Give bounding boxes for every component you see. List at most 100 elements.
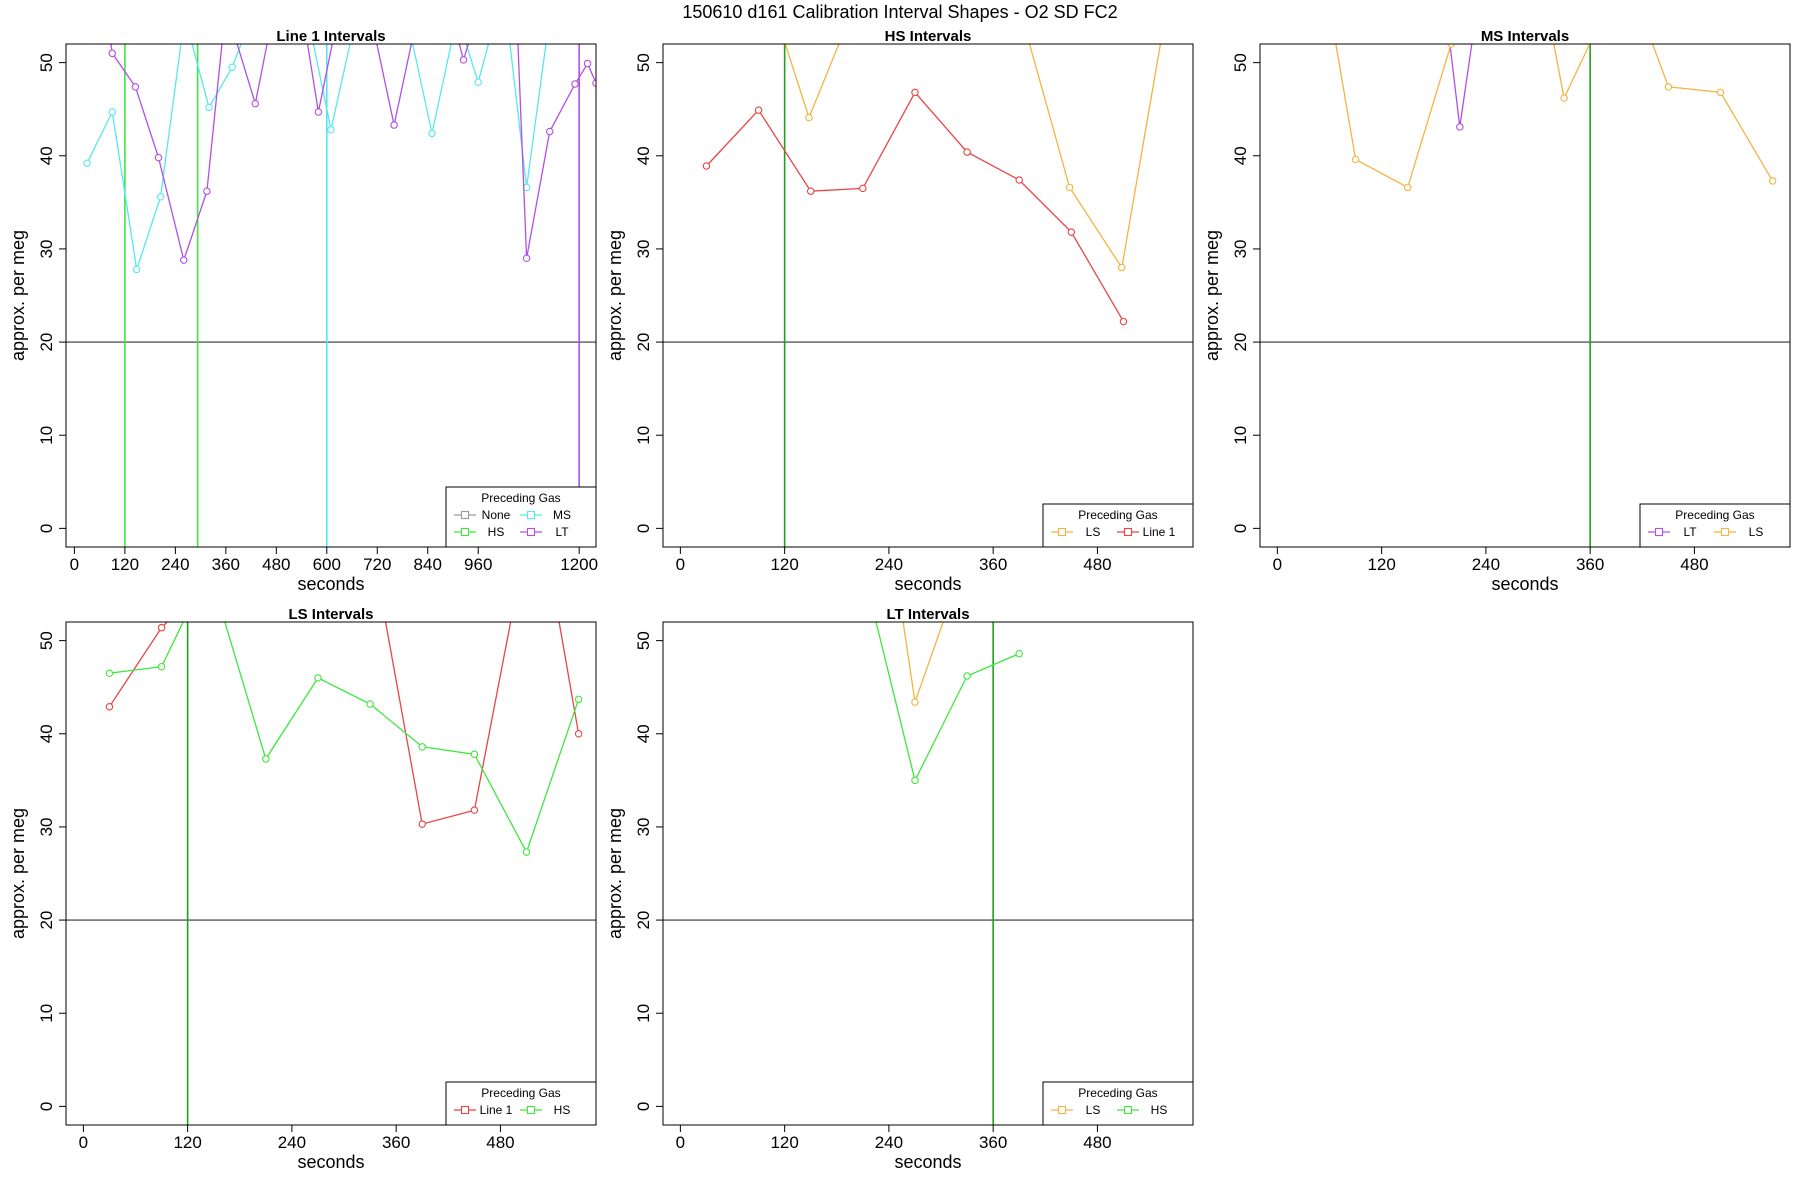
x-tick-label: 120 <box>173 1133 201 1152</box>
series-line <box>784 44 1162 270</box>
chart-panel: HS Intervals 0 120 240 360 480 seconds 0 10 20 30 4… <box>605 28 1194 594</box>
x-tick-label: 360 <box>212 555 240 574</box>
data-point <box>298 4 304 10</box>
plot-frame <box>662 621 1194 1126</box>
data-point <box>327 125 335 134</box>
data-point <box>859 184 867 193</box>
x-tick-label: 360 <box>1576 555 1604 574</box>
data-point <box>223 4 229 10</box>
data-point <box>418 743 426 751</box>
data-point <box>522 848 531 856</box>
legend-item: LT <box>555 525 569 539</box>
x-tick-label: 480 <box>486 1133 514 1152</box>
data-point <box>911 776 919 785</box>
x-axis-label: seconds <box>1491 574 1558 594</box>
series-line <box>1335 44 1774 189</box>
panel-title: LT Intervals <box>886 606 969 623</box>
data-point <box>574 695 583 704</box>
data-point <box>474 78 482 86</box>
data-point <box>366 4 372 10</box>
data-point <box>1444 22 1450 28</box>
data-point <box>203 187 211 195</box>
x-tick-label: 360 <box>979 555 1007 574</box>
data-point <box>1604 4 1610 10</box>
legend-item: None <box>482 508 511 522</box>
legend-item: LS <box>1086 1103 1101 1117</box>
series-line <box>109 622 580 854</box>
x-tick-label: 240 <box>875 555 903 574</box>
y-tick-label: 10 <box>37 426 56 445</box>
data-point <box>390 121 398 129</box>
y-tick-label: 50 <box>634 631 653 650</box>
series-line <box>705 91 1125 322</box>
x-tick-label: 0 <box>676 1133 685 1152</box>
x-tick-label: 720 <box>363 555 391 574</box>
data-point <box>353 13 359 19</box>
legend: Preceding Gas None HS MS LT <box>445 486 597 548</box>
legend-title: Preceding Gas <box>1078 1086 1157 1100</box>
legend-marker <box>1123 1105 1133 1115</box>
data-point <box>108 108 117 116</box>
panel-title: MS Intervals <box>1481 28 1569 45</box>
data-point <box>522 254 531 262</box>
x-tick-label: 120 <box>111 555 139 574</box>
plot-frame <box>65 621 597 1126</box>
x-tick-label: 360 <box>979 1133 1007 1152</box>
data-point <box>1447 44 1455 48</box>
y-tick-label: 50 <box>634 53 653 72</box>
y-tick-label: 30 <box>634 817 653 836</box>
data-point <box>1456 123 1464 131</box>
series-line <box>108 622 580 825</box>
legend-marker <box>460 510 470 520</box>
data-point <box>1560 94 1568 102</box>
data-point <box>211 582 217 588</box>
data-point <box>549 582 555 588</box>
data-point <box>545 127 554 136</box>
data-point <box>416 4 422 10</box>
legend-marker <box>526 510 536 520</box>
data-point <box>1118 263 1126 272</box>
data-point <box>181 13 187 19</box>
legend-item: LT <box>1683 525 1697 539</box>
y-tick-label: 0 <box>37 524 56 533</box>
data-point <box>754 106 763 114</box>
y-tick-label: 30 <box>634 239 653 258</box>
y-tick-label: 30 <box>37 817 56 836</box>
data-point <box>184 609 190 615</box>
legend: Preceding Gas LS HS <box>1042 1081 1194 1126</box>
data-point <box>341 563 347 569</box>
y-tick-label: 10 <box>37 1004 56 1023</box>
data-point <box>467 36 473 42</box>
data-point <box>180 256 188 264</box>
data-point <box>702 162 711 170</box>
x-axis-label: seconds <box>894 1152 961 1172</box>
legend-item: HS <box>488 525 505 539</box>
plot-area <box>663 622 1193 1125</box>
legend-marker <box>1057 527 1067 537</box>
data-point <box>470 750 479 759</box>
plot-frame <box>1259 43 1791 548</box>
data-point <box>154 153 163 162</box>
data-point <box>1015 176 1023 184</box>
series-line <box>875 622 1020 783</box>
data-point <box>459 56 468 64</box>
y-tick-label: 40 <box>634 724 653 743</box>
y-tick-label: 40 <box>1231 146 1250 165</box>
plot-area <box>66 563 596 1125</box>
data-point <box>156 193 165 201</box>
data-point <box>157 662 166 671</box>
y-tick-label: 10 <box>634 1004 653 1023</box>
x-axis-label: seconds <box>297 1152 364 1172</box>
data-point <box>131 83 140 91</box>
data-point <box>366 700 374 708</box>
data-point <box>1664 83 1673 91</box>
legend-marker <box>1654 527 1664 537</box>
y-tick-label: 0 <box>634 1102 653 1111</box>
chart-panel: MS Intervals 0 120 240 360 480 seconds 0 10 20 30 4… <box>1202 4 1791 594</box>
x-tick-label: 360 <box>382 1133 410 1152</box>
data-point <box>805 113 813 122</box>
y-tick-label: 30 <box>37 239 56 258</box>
y-tick-label: 20 <box>37 911 56 930</box>
panel-title: HS Intervals <box>885 28 972 45</box>
